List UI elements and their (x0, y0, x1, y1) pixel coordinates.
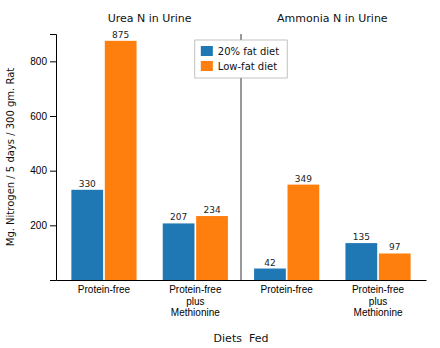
y-tick: 400 (30, 165, 56, 176)
bar (345, 243, 377, 280)
y-tick-mark (50, 61, 56, 62)
section-label: Urea N in Urine (108, 12, 192, 25)
legend-frame (195, 40, 287, 78)
y-tick-label: 400 (30, 165, 47, 176)
section-label: Ammonia N in Urine (277, 12, 388, 25)
x-tick: Protein-free (78, 284, 131, 295)
y-tick-label: 600 (30, 111, 47, 122)
bar (288, 185, 320, 280)
legend-label: Low-fat diet (218, 61, 277, 72)
y-axis: 200 400 600 800 (30, 35, 56, 281)
x-tick: Protein-freeplusMethionine (169, 284, 222, 318)
x-tick-label-line: plus (186, 296, 204, 307)
data-label: 42 (264, 258, 275, 268)
data-label: 207 (170, 212, 187, 222)
legend-label: 20% fat diet (218, 46, 279, 57)
x-tick-label-line: Methionine (171, 307, 220, 318)
y-axis-title: Mg. Nitrogen / 5 days / 300 gm. Rat (5, 68, 16, 247)
data-label: 330 (79, 179, 96, 189)
x-axis-title: Diets Fed (214, 332, 269, 345)
x-axis: Protein-freeProtein-freeplusMethioninePr… (57, 281, 427, 319)
x-axis-line (57, 280, 427, 281)
data-label: 135 (353, 232, 370, 242)
bar (196, 216, 228, 280)
data-labels: 330 207 42 135 875 234 349 97 (79, 30, 401, 268)
x-tick-label-line: Protein-free (78, 284, 131, 295)
x-tick-label-line: Protein-free (352, 284, 405, 295)
data-label: 349 (295, 174, 312, 184)
bar (379, 253, 411, 280)
bar (254, 269, 286, 280)
legend-swatch (201, 46, 213, 56)
bar (163, 223, 195, 280)
legend-swatch (201, 61, 213, 71)
x-tick-label: Protein-free (261, 284, 314, 295)
y-tick-mark (50, 171, 56, 172)
x-tick-label: Protein-free (78, 284, 131, 295)
x-tick-label: Protein-freeplusMethionine (352, 284, 405, 318)
x-tick-label-line: Methionine (354, 307, 403, 318)
bars (71, 41, 410, 280)
x-tick-label: Protein-freeplusMethionine (169, 284, 222, 318)
data-label: 97 (389, 242, 400, 252)
y-axis-line (50, 35, 57, 281)
bar (105, 41, 137, 280)
legend: 20% fat diet Low-fat diet (195, 40, 287, 78)
y-tick-mark (50, 225, 56, 226)
x-tick: Protein-free (261, 284, 314, 295)
y-tick-label: 200 (30, 220, 47, 231)
data-label: 234 (203, 205, 220, 215)
x-tick-label-line: Protein-free (261, 284, 314, 295)
y-tick-label: 800 (30, 56, 47, 67)
y-tick: 800 (30, 56, 56, 67)
y-tick-mark (50, 116, 56, 117)
bar (71, 190, 103, 280)
y-tick: 600 (30, 111, 56, 122)
x-tick-label-line: Protein-free (169, 284, 222, 295)
plot: 200400600800Protein-freeProtein-freeplus… (30, 12, 426, 318)
x-tick: Protein-freeplusMethionine (352, 284, 405, 318)
y-tick: 200 (30, 220, 56, 231)
chart: 200400600800Protein-freeProtein-freeplus… (0, 0, 440, 348)
data-label: 875 (112, 30, 129, 40)
x-tick-label-line: plus (369, 296, 387, 307)
